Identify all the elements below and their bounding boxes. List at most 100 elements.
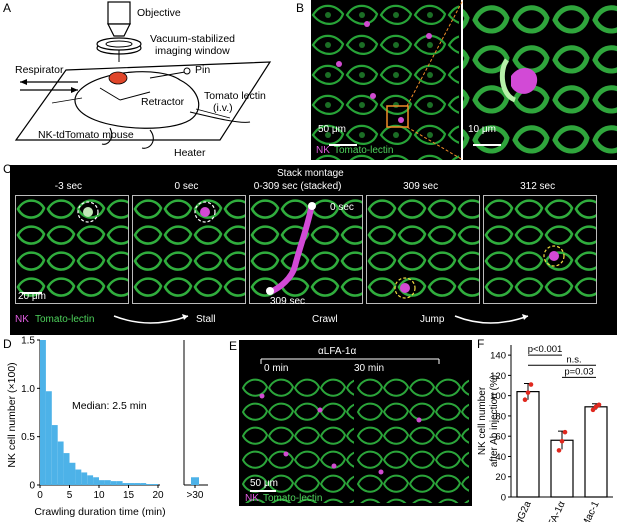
- panel-d-letter: D: [3, 337, 12, 351]
- c-montage-title: Stack montage: [277, 168, 344, 179]
- f-category-label: αMac-1: [578, 499, 602, 522]
- c-frame-label: 0-309 sec (stacked): [253, 181, 342, 192]
- f-data-point: [528, 382, 534, 387]
- d-y-tick-label: 0.5: [21, 432, 35, 443]
- f-data-point: [525, 390, 531, 395]
- d-overflow-bar: [191, 477, 199, 485]
- c-stage-crawl: Crawl: [312, 314, 338, 325]
- b-legend-lectin: Tomato-lectin: [334, 145, 394, 156]
- f-y-tick-label: 100: [490, 391, 506, 402]
- c-frame-label: -3 sec: [54, 181, 83, 192]
- c-frame-label: 0 sec: [174, 181, 199, 192]
- panel-a-letter: A: [3, 1, 12, 15]
- f-y-tick-label: 0: [501, 493, 506, 504]
- c-legend-lectin: Tomato-lectin: [35, 314, 95, 325]
- c-frame-label: 309 sec: [403, 181, 439, 192]
- c-stage-arrows: [113, 314, 529, 324]
- e-micrograph-right: [357, 376, 469, 503]
- heater-label: Heater: [174, 147, 206, 159]
- f-category-label: αLFA-1α: [542, 499, 568, 522]
- d-histogram-bar: [116, 481, 123, 485]
- panel-c-letter: C: [3, 162, 12, 176]
- f-bar: [584, 406, 608, 498]
- panel-e-letter: E: [229, 339, 238, 353]
- f-data-point: [596, 402, 602, 408]
- d-histogram-bar: [134, 483, 141, 485]
- d-histogram-bar: [152, 484, 158, 485]
- d-x-tick-label: 15: [123, 490, 135, 501]
- f-y-tick-label: 20: [495, 472, 506, 483]
- lectin-label-line1: Tomato lectin: [204, 90, 266, 102]
- d-histogram-bar: [93, 477, 99, 485]
- f-comparison-label: p=0.03: [564, 366, 593, 377]
- d-histogram-bar: [146, 484, 153, 485]
- f-data-point: [556, 448, 562, 453]
- panel-f-bar-chart: 0 20 40 60 80 100 120 140 IgG2a αLFA-1α αMac-1 p<0.…: [477, 344, 613, 522]
- retractor-label: Retractor: [141, 96, 185, 108]
- d-x-tick-label: >30: [187, 490, 204, 501]
- c-stage-stall: Stall: [196, 314, 216, 325]
- d-x-tick-label: 10: [93, 490, 105, 501]
- c-inset-start-label: 0 sec: [330, 202, 354, 213]
- d-x-tick-label: 5: [67, 490, 73, 501]
- d-histogram-bar: [75, 469, 82, 485]
- d-x-tick-label: 20: [152, 490, 164, 501]
- mouse-label: NK-tdTomato mouse: [38, 129, 134, 141]
- f-data-point: [590, 407, 596, 413]
- f-category-label: IgG2a: [512, 499, 534, 522]
- f-y-tick-label: 80: [495, 411, 506, 422]
- f-comparison-label: p<0.001: [528, 344, 563, 355]
- d-histogram-bar: [104, 480, 111, 485]
- b-legend-nk: NK: [316, 145, 330, 156]
- d-histogram-bar: [128, 483, 135, 485]
- d-y-tick-label: 1.5: [21, 336, 35, 347]
- e-time-right: 30 min: [354, 363, 385, 374]
- pin-label: Pin: [195, 64, 211, 76]
- f-comparison-label: n.s.: [566, 354, 581, 365]
- f-data-point: [559, 438, 565, 444]
- d-histogram-bar: [51, 425, 58, 485]
- d-histogram-bar: [57, 441, 64, 485]
- e-legend-lectin: Tomato-lectin: [263, 493, 323, 504]
- d-y-tick-label: 0: [29, 481, 35, 492]
- c-scale-label: 20 μm: [18, 291, 46, 302]
- d-y-axis-title: NK cell number (×100): [6, 362, 18, 467]
- f-y-tick-label: 40: [495, 452, 506, 463]
- e-scale-label: 50 μm: [250, 478, 278, 489]
- c-inset-end-label: 309 sec: [270, 296, 306, 307]
- f-y-tick-label: 60: [495, 432, 506, 443]
- e-legend-nk: NK: [245, 493, 259, 504]
- panel-d-histogram: 0 0.5 1.0 1.5 0 5 10 15 20 >30 Crawling duration t…: [6, 336, 208, 518]
- d-histogram-bar: [99, 480, 105, 485]
- zoom-guide-lines: [406, 0, 464, 161]
- c-frame-image: [132, 195, 246, 304]
- panel-a-setup-diagram: [14, 1, 272, 149]
- c-frame-image: [15, 195, 129, 304]
- d-histogram-bar: [45, 391, 52, 485]
- d-histogram-bar: [40, 340, 46, 485]
- panel-f-letter: F: [477, 337, 485, 351]
- f-y-tick-label: 140: [490, 351, 506, 362]
- d-histogram-bar: [140, 483, 147, 485]
- f-bar: [516, 391, 540, 498]
- d-median-annotation: Median: 2.5 min: [72, 400, 147, 412]
- d-y-tick-label: 1.0: [21, 384, 35, 395]
- window-label-line1: Vacuum-stabilized: [150, 33, 236, 45]
- objective-label: Objective: [137, 7, 181, 19]
- d-histogram-bar: [81, 472, 88, 485]
- f-y-axis-title-line2: after Ab injection (%): [489, 375, 500, 467]
- f-data-point: [522, 397, 528, 403]
- d-histogram-bar: [110, 481, 117, 485]
- f-y-tick-label: 120: [490, 371, 506, 382]
- panel-b-letter: B: [296, 1, 305, 15]
- panel-b-micrograph: [311, 0, 617, 160]
- d-histogram-bar: [87, 475, 94, 485]
- c-stage-jump: Jump: [420, 314, 445, 325]
- b-scale-left: 50 μm: [318, 124, 346, 135]
- c-frame-image: [366, 195, 480, 304]
- d-x-tick-label: 0: [37, 490, 43, 501]
- e-time-axis: [260, 358, 440, 364]
- f-data-point: [562, 429, 568, 435]
- c-frame-label: 312 sec: [520, 181, 556, 192]
- window-label-line2: imaging window: [155, 45, 230, 57]
